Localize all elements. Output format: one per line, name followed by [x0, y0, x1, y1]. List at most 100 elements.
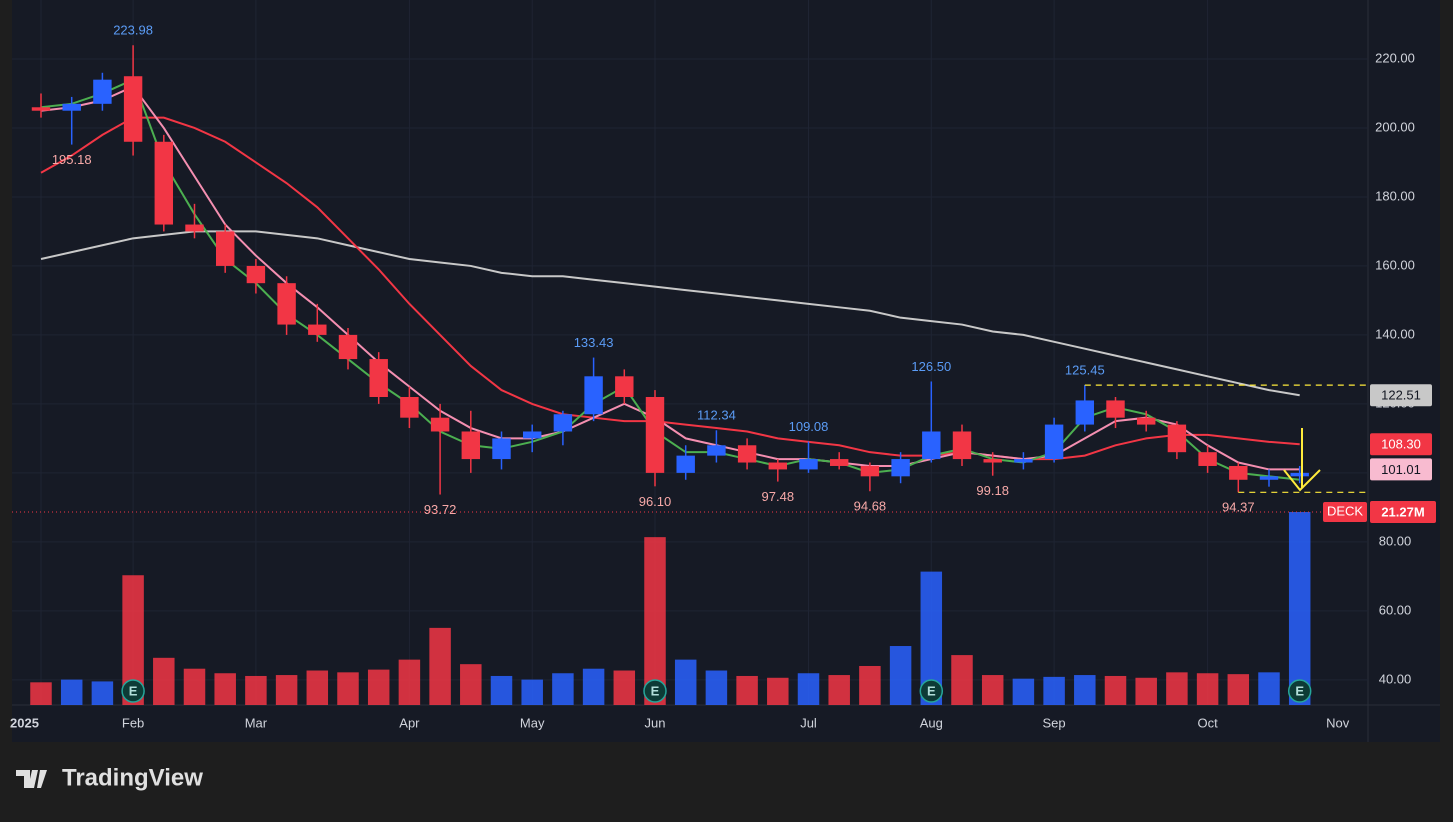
candle-body	[1167, 424, 1187, 453]
peak-label: 133.43	[574, 335, 614, 350]
brand-logo	[16, 770, 47, 788]
volume-bar	[674, 659, 697, 705]
peak-label: 125.45	[1065, 363, 1105, 378]
plot	[30, 45, 1311, 705]
price-tag	[1370, 458, 1432, 481]
volume-bar	[367, 669, 390, 705]
earnings-label: E	[1295, 683, 1304, 698]
x-tick-label: Aug	[920, 715, 943, 730]
price-tag	[1370, 384, 1432, 407]
volume-bar	[613, 670, 636, 705]
candle-body	[1259, 476, 1279, 480]
y-tick-label: 160.00	[1375, 257, 1415, 272]
volume-bar	[582, 668, 605, 705]
moving-average	[40, 85, 1300, 471]
earnings-label: E	[651, 683, 660, 698]
volume-bar	[245, 675, 267, 705]
volume-bar	[521, 679, 543, 705]
moving-average	[40, 230, 1300, 397]
earnings-badge	[1287, 679, 1312, 703]
candle-body	[922, 431, 941, 460]
volume-bar	[1043, 676, 1065, 705]
candle-body	[891, 459, 910, 477]
peak-label: 223.98	[113, 23, 153, 38]
earnings-label: E	[129, 683, 138, 698]
peak-label: 94.68	[854, 499, 887, 514]
x-tick-label: Nov	[1326, 715, 1350, 730]
peak-label: 93.72	[424, 502, 457, 517]
candle-body	[1198, 452, 1217, 466]
x-tick-label: Sep	[1043, 715, 1066, 730]
volume-bar	[920, 571, 943, 705]
candle-body	[62, 103, 81, 111]
candle-body	[1075, 400, 1095, 425]
x-tick-label: 2025	[10, 715, 39, 730]
volume-bar	[429, 627, 451, 705]
symbol-tag	[1323, 502, 1367, 523]
x-tick-label: Mar	[245, 715, 268, 730]
candle-body	[185, 224, 204, 232]
volume-bar	[889, 646, 912, 705]
volume-bar	[981, 675, 1004, 705]
candle-body	[676, 455, 695, 473]
x-tick-label: Jul	[800, 715, 817, 730]
volume-bar	[214, 673, 236, 705]
volume-bar	[398, 659, 421, 705]
x-tick-label: Apr	[399, 715, 420, 730]
y-tick-label: 60.00	[1379, 602, 1412, 617]
earnings-label: E	[927, 683, 936, 698]
peak-label: 94.37	[1222, 500, 1255, 515]
y-tick-label: 180.00	[1375, 188, 1415, 203]
candle-body	[584, 376, 603, 415]
earnings-badge	[919, 679, 944, 703]
volume-bar	[306, 670, 329, 705]
volume-bar	[275, 675, 298, 705]
x-tick-label: Jun	[645, 715, 666, 730]
candle-body	[737, 445, 757, 463]
candle-body	[860, 465, 880, 477]
volume-bar	[828, 675, 850, 705]
volume-bar	[1074, 675, 1096, 705]
candle-body	[461, 431, 481, 460]
price-tag-label: 108.30	[1381, 437, 1421, 452]
candle-body	[1229, 465, 1248, 480]
y-tick-label: 40.00	[1379, 671, 1412, 686]
volume-bar	[1166, 672, 1188, 705]
candle-body	[1106, 400, 1125, 418]
candle-body	[707, 445, 726, 456]
volume-bar	[460, 664, 482, 705]
candle-body	[338, 334, 358, 360]
volume-bar	[644, 537, 666, 705]
volume-bar	[736, 675, 758, 705]
volume-bar	[153, 657, 175, 705]
candle-body	[983, 459, 1002, 463]
volume-bar	[859, 665, 881, 705]
candle-body	[952, 431, 972, 460]
volume-bar	[1012, 678, 1035, 705]
volume-bar	[183, 668, 206, 705]
y-tick-label: 200.00	[1375, 119, 1415, 134]
earnings-badge	[643, 679, 667, 703]
candle-body	[645, 396, 665, 473]
volume-bar	[337, 672, 359, 705]
price-tag	[1370, 433, 1432, 456]
candle-body	[1136, 417, 1156, 425]
price-tag-label: 122.51	[1381, 388, 1421, 403]
candle-body	[93, 79, 112, 104]
candle-body	[1044, 424, 1064, 460]
chart-bg	[12, 0, 1440, 742]
volume-bar	[122, 575, 144, 705]
candle-body	[1290, 472, 1309, 477]
symbol-label: DECK	[1327, 503, 1363, 518]
candle-body	[31, 107, 51, 111]
candle-body	[277, 283, 296, 325]
volume-bar	[797, 673, 820, 705]
volume-bar	[1104, 675, 1127, 705]
candle-body	[400, 396, 419, 418]
peak-label: 99.18	[976, 483, 1009, 498]
earnings-badge	[121, 679, 145, 703]
candle-body	[829, 459, 849, 466]
brand: TradingView	[62, 764, 203, 791]
